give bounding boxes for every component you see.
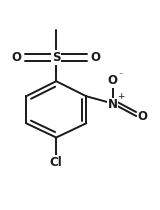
Text: O: O [12, 51, 22, 64]
Text: Cl: Cl [50, 156, 63, 169]
Text: O: O [138, 110, 148, 123]
Text: N: N [108, 98, 117, 112]
Text: O: O [108, 74, 117, 87]
Text: S: S [52, 51, 60, 64]
Text: ⁻: ⁻ [119, 71, 124, 80]
Text: +: + [117, 92, 124, 101]
Text: O: O [91, 51, 101, 64]
